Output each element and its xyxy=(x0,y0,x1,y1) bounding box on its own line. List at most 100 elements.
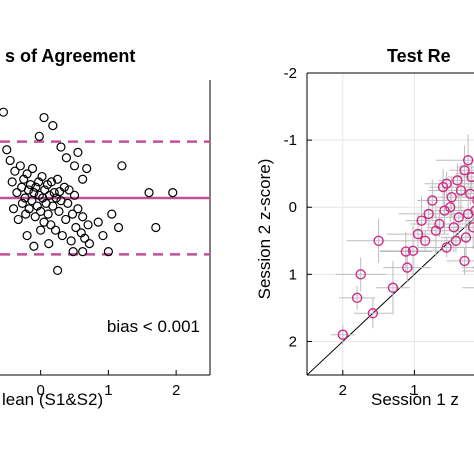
data-point xyxy=(151,222,161,233)
data-point xyxy=(144,188,154,198)
data-point xyxy=(22,230,32,241)
data-point xyxy=(55,186,65,197)
data-point xyxy=(12,188,22,198)
data-point xyxy=(22,169,32,179)
data-point xyxy=(355,269,366,280)
data-point xyxy=(39,112,49,123)
x-tick-label: 2 xyxy=(172,382,180,399)
bias-annotation: bias < 0.001 xyxy=(107,317,200,336)
data-point xyxy=(455,185,467,196)
right-plot-area xyxy=(306,72,474,376)
data-point xyxy=(0,107,8,117)
data-point xyxy=(462,155,474,166)
right-panel: Test Re -2 -1 0 1 2 2 1 Session 2 z-score) Ses… xyxy=(255,46,474,409)
data-point xyxy=(61,214,71,225)
data-point xyxy=(49,188,59,198)
y-tick-label: 1 xyxy=(289,266,297,283)
data-point xyxy=(61,153,71,163)
data-point xyxy=(387,282,399,293)
data-point xyxy=(445,202,456,213)
x-tick-label: 1 xyxy=(410,382,418,399)
data-point xyxy=(68,247,78,257)
data-point xyxy=(66,236,76,246)
data-point xyxy=(416,215,427,226)
data-point xyxy=(8,204,19,214)
data-point xyxy=(373,235,384,246)
data-point xyxy=(78,212,88,222)
right-ticks: -2 -1 0 1 2 2 1 xyxy=(284,65,419,399)
left-panel: s of Agreement 0 1 2 bias < 0.001 lean (S1… xyxy=(0,46,211,409)
data-point xyxy=(69,161,80,171)
data-point xyxy=(103,247,113,257)
data-point xyxy=(52,174,63,184)
data-point xyxy=(467,222,474,233)
data-point xyxy=(82,163,92,174)
data-point xyxy=(48,120,58,131)
data-point xyxy=(54,206,64,217)
y-tick-label: 2 xyxy=(289,333,297,350)
data-point xyxy=(37,171,47,182)
data-point xyxy=(441,242,452,253)
right-x-label: Session 1 z xyxy=(371,390,459,409)
data-point xyxy=(40,185,50,195)
data-point xyxy=(470,205,474,216)
data-point xyxy=(5,155,15,166)
data-point xyxy=(460,232,472,243)
data-point xyxy=(407,245,419,257)
data-point xyxy=(83,220,93,230)
data-point xyxy=(465,188,474,199)
data-point xyxy=(93,217,103,227)
data-point xyxy=(452,175,463,186)
data-point xyxy=(52,265,63,276)
data-point xyxy=(46,177,57,187)
data-point xyxy=(46,220,56,230)
data-point xyxy=(472,196,474,205)
data-point xyxy=(441,178,452,189)
data-point xyxy=(168,188,178,198)
data-point xyxy=(453,212,465,223)
right-title: Test Re xyxy=(387,46,451,66)
left-plot-area xyxy=(0,80,211,376)
data-point xyxy=(31,182,41,192)
data-point xyxy=(450,235,462,246)
data-point xyxy=(78,247,88,257)
data-point xyxy=(78,174,88,184)
data-point xyxy=(15,161,25,171)
data-point xyxy=(50,225,61,235)
left-x-label: lean (S1&S2) xyxy=(2,390,103,409)
data-point xyxy=(73,147,83,158)
data-point xyxy=(71,222,81,233)
data-point xyxy=(337,329,349,340)
data-point xyxy=(57,230,67,241)
data-point xyxy=(73,204,83,214)
data-point xyxy=(367,308,379,319)
y-tick-label: -2 xyxy=(284,65,297,82)
data-point xyxy=(107,209,117,219)
left-title: s of Agreement xyxy=(5,46,135,66)
data-point xyxy=(30,212,40,222)
data-point xyxy=(459,165,470,176)
data-point xyxy=(437,181,449,193)
left-x-ticks: 0 1 2 xyxy=(36,370,180,399)
data-point xyxy=(59,182,69,192)
y-tick-label: -1 xyxy=(284,132,297,149)
data-point xyxy=(84,238,95,249)
data-point xyxy=(7,177,17,187)
data-point xyxy=(412,228,424,240)
x-tick-label: 2 xyxy=(339,382,347,399)
x-tick-label: 1 xyxy=(104,382,112,399)
data-point xyxy=(56,142,66,152)
right-y-label: Session 2 z-score) xyxy=(255,159,274,300)
right-plot-clip xyxy=(307,73,474,375)
y-tick-label: 0 xyxy=(289,199,297,216)
data-point xyxy=(48,201,58,211)
data-point xyxy=(10,166,20,176)
data-point xyxy=(400,246,412,257)
data-point xyxy=(25,179,36,190)
data-point xyxy=(446,191,457,203)
identity-line xyxy=(307,217,474,375)
data-point xyxy=(423,208,434,220)
data-point xyxy=(466,171,474,183)
data-point xyxy=(98,230,108,241)
